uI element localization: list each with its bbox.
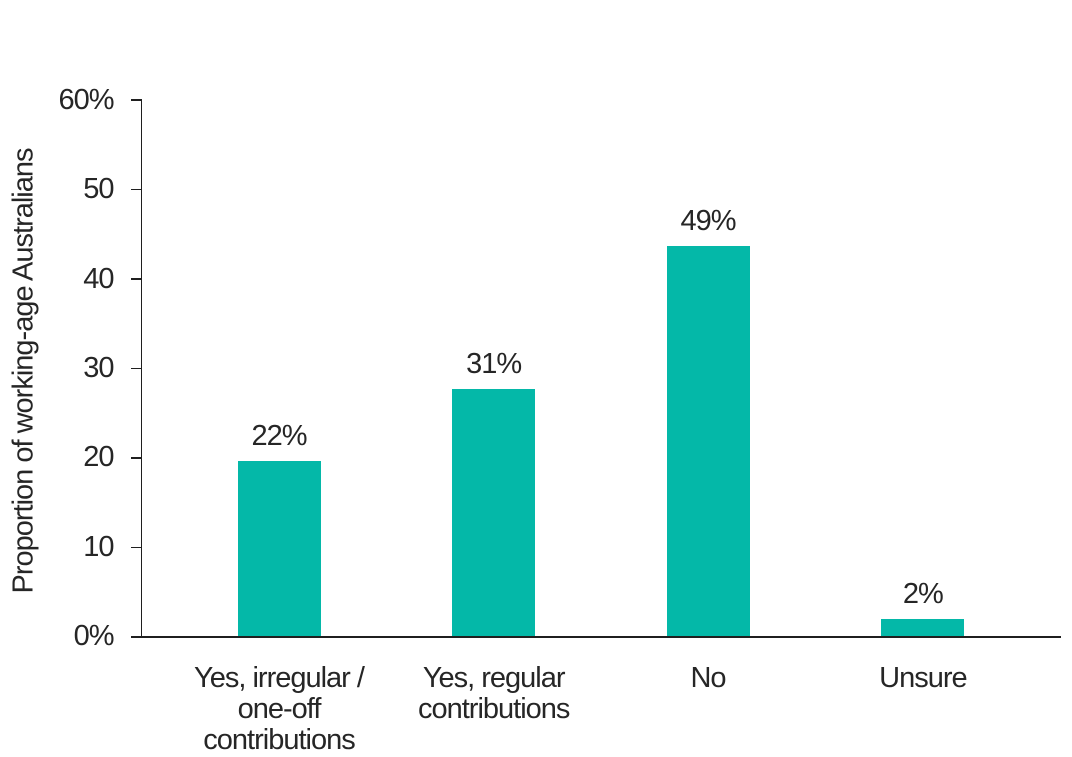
y-tick-label: 10 (83, 530, 114, 563)
y-tick (130, 367, 141, 370)
y-tick (130, 188, 141, 191)
y-tick-label: 30 (83, 352, 114, 384)
y-tick-label: 50 (83, 173, 114, 206)
x-category-label: Yes, irregular / one-off contributions (194, 662, 365, 756)
bar-value-label: 22% (251, 419, 307, 452)
x-axis-line (140, 636, 1061, 638)
x-category-label: No (690, 662, 726, 694)
bar-2 (452, 389, 536, 637)
bar-value-label: 2% (902, 578, 944, 611)
y-tick-label: 20 (83, 441, 114, 474)
y-tick (130, 636, 141, 638)
x-category-label: Yes, regular contributions (417, 662, 570, 725)
bar-3 (666, 246, 750, 637)
bar-1 (237, 460, 321, 637)
y-axis-title: Proportion of working-age Australians (7, 148, 39, 594)
y-axis-line (140, 99, 143, 638)
y-tick (130, 99, 141, 101)
x-category-label: Unsure (879, 662, 967, 694)
y-tick (130, 278, 141, 280)
bar-4 (881, 619, 965, 637)
y-tick-label: 0% (73, 620, 115, 653)
y-tick-label: 60% (58, 83, 114, 116)
bar-value-label: 31% (466, 348, 522, 381)
bar-value-label: 49% (680, 205, 736, 238)
y-tick (130, 546, 141, 549)
y-tick-label: 40 (83, 262, 114, 295)
y-tick (130, 457, 141, 459)
